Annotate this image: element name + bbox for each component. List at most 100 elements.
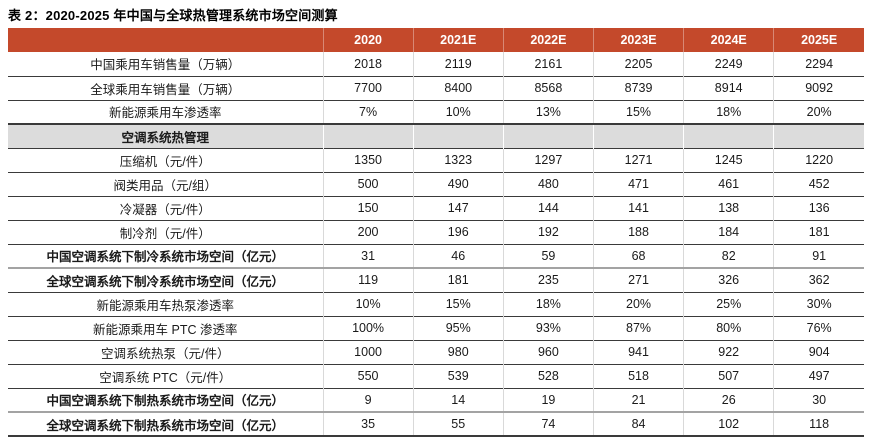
value-cell: 80% <box>683 316 774 340</box>
table-title: 表 2：2020-2025 年中国与全球热管理系统市场空间测算 <box>8 8 338 23</box>
header-label-spacer <box>8 28 323 52</box>
value-cell: 192 <box>502 220 594 244</box>
value-cell: 1323 <box>412 148 504 172</box>
table-row: 全球空调系统下制热系统市场空间（亿元） 35 55 74 84 102 118 <box>8 412 864 436</box>
value-cell: 518 <box>592 364 684 388</box>
row-label: 中国乘用车销售量（万辆） <box>90 58 241 73</box>
table-row: 全球空调系统下制冷系统市场空间（亿元） 119 181 235 271 326 362 <box>8 268 864 292</box>
table-row: 阀类用品（元/组） 500 490 480 471 461 452 <box>8 172 864 196</box>
value-cell: 461 <box>683 172 774 196</box>
value-cell: 235 <box>502 268 594 292</box>
row-label: 新能源乘用车 PTC 渗透率 <box>93 322 238 337</box>
value-cell: 539 <box>412 364 504 388</box>
value-cell: 93% <box>502 316 594 340</box>
value-cell: 326 <box>683 268 774 292</box>
value-cell: 500 <box>322 172 414 196</box>
value-cell: 1297 <box>502 148 594 172</box>
value-cell: 1350 <box>322 148 414 172</box>
column-header-2020: 2020 <box>322 28 414 52</box>
column-header-2023E: 2023E <box>592 28 684 52</box>
value-cell: 30 <box>773 388 864 412</box>
value-cell <box>412 124 504 148</box>
value-cell: 59 <box>502 244 594 268</box>
table-row: 冷凝器（元/件） 150 147 144 141 138 136 <box>8 196 864 220</box>
value-cell: 2018 <box>322 52 414 76</box>
row-label: 冷凝器（元/件） <box>119 202 211 217</box>
value-cell: 2119 <box>412 52 504 76</box>
value-cell: 471 <box>592 172 684 196</box>
row-label: 空调系统热管理 <box>121 130 209 145</box>
value-cell: 14 <box>412 388 504 412</box>
value-cell: 1271 <box>592 148 684 172</box>
value-cell: 55 <box>412 412 504 436</box>
value-cell: 100% <box>322 316 414 340</box>
value-cell <box>592 124 684 148</box>
row-label: 阀类用品（元/组） <box>113 178 217 193</box>
value-cell: 31 <box>322 244 414 268</box>
value-cell: 2161 <box>502 52 594 76</box>
value-cell: 550 <box>322 364 414 388</box>
value-cell: 46 <box>412 244 504 268</box>
value-cell: 10% <box>322 292 414 316</box>
value-cell: 10% <box>412 100 504 124</box>
row-label: 新能源乘用车渗透率 <box>108 106 222 121</box>
row-label: 中国空调系统下制热系统市场空间（亿元） <box>46 394 284 409</box>
value-cell: 1000 <box>322 340 414 364</box>
value-cell: 362 <box>773 268 864 292</box>
table-body: 中国乘用车销售量（万辆） 2018 2119 2161 2205 2249 2294 全球乘用… <box>8 52 864 436</box>
value-cell: 8739 <box>592 76 684 100</box>
value-cell: 528 <box>502 364 594 388</box>
value-cell: 2205 <box>592 52 684 76</box>
value-cell: 2249 <box>683 52 774 76</box>
row-label: 全球乘用车销售量（万辆） <box>90 82 241 97</box>
value-cell: 980 <box>412 340 504 364</box>
table-row: 空调系统 PTC（元/件） 550 539 528 518 507 497 <box>8 364 864 388</box>
value-cell: 1245 <box>683 148 774 172</box>
value-cell: 68 <box>592 244 684 268</box>
value-cell: 1220 <box>773 148 864 172</box>
value-cell: 102 <box>683 412 774 436</box>
value-cell: 95% <box>412 316 504 340</box>
table-row: 制冷剂（元/件） 200 196 192 188 184 181 <box>8 220 864 244</box>
table-row: 中国空调系统下制冷系统市场空间（亿元） 31 46 59 68 82 91 <box>8 244 864 268</box>
value-cell: 25% <box>683 292 774 316</box>
table-row: 全球乘用车销售量（万辆） 7700 8400 8568 8739 8914 9092 <box>8 76 864 100</box>
value-cell: 15% <box>412 292 504 316</box>
value-cell: 147 <box>412 196 504 220</box>
table-row: 新能源乘用车热泵渗透率 10% 15% 18% 20% 25% 30% <box>8 292 864 316</box>
value-cell: 490 <box>412 172 504 196</box>
value-cell: 15% <box>592 100 684 124</box>
value-cell: 19 <box>502 388 594 412</box>
value-cell: 21 <box>592 388 684 412</box>
value-cell: 87% <box>592 316 684 340</box>
value-cell: 76% <box>773 316 864 340</box>
value-cell: 91 <box>773 244 864 268</box>
row-label: 中国空调系统下制冷系统市场空间（亿元） <box>46 250 284 265</box>
value-cell <box>773 124 864 148</box>
value-cell: 136 <box>773 196 864 220</box>
column-header-2022E: 2022E <box>502 28 594 52</box>
value-cell: 82 <box>683 244 774 268</box>
value-cell: 119 <box>322 268 414 292</box>
value-cell: 18% <box>683 100 774 124</box>
value-cell: 181 <box>773 220 864 244</box>
value-cell: 18% <box>502 292 594 316</box>
row-label: 空调系统 PTC（元/件） <box>99 370 232 385</box>
value-cell: 922 <box>683 340 774 364</box>
value-cell: 8914 <box>683 76 774 100</box>
value-cell: 26 <box>683 388 774 412</box>
table-row: 中国乘用车销售量（万辆） 2018 2119 2161 2205 2249 2294 <box>8 52 864 76</box>
section-header-row: 空调系统热管理 <box>8 124 864 148</box>
value-cell: 181 <box>412 268 504 292</box>
value-cell: 118 <box>773 412 864 436</box>
value-cell: 480 <box>502 172 594 196</box>
value-cell: 184 <box>683 220 774 244</box>
value-cell: 150 <box>322 196 414 220</box>
value-cell <box>683 124 774 148</box>
table-row: 空调系统热泵（元/件） 1000 980 960 941 922 904 <box>8 340 864 364</box>
table-row: 新能源乘用车 PTC 渗透率 100% 95% 93% 87% 80% 76% <box>8 316 864 340</box>
row-label: 制冷剂（元/件） <box>119 226 211 241</box>
value-cell: 141 <box>592 196 684 220</box>
column-header-2024E: 2024E <box>683 28 774 52</box>
